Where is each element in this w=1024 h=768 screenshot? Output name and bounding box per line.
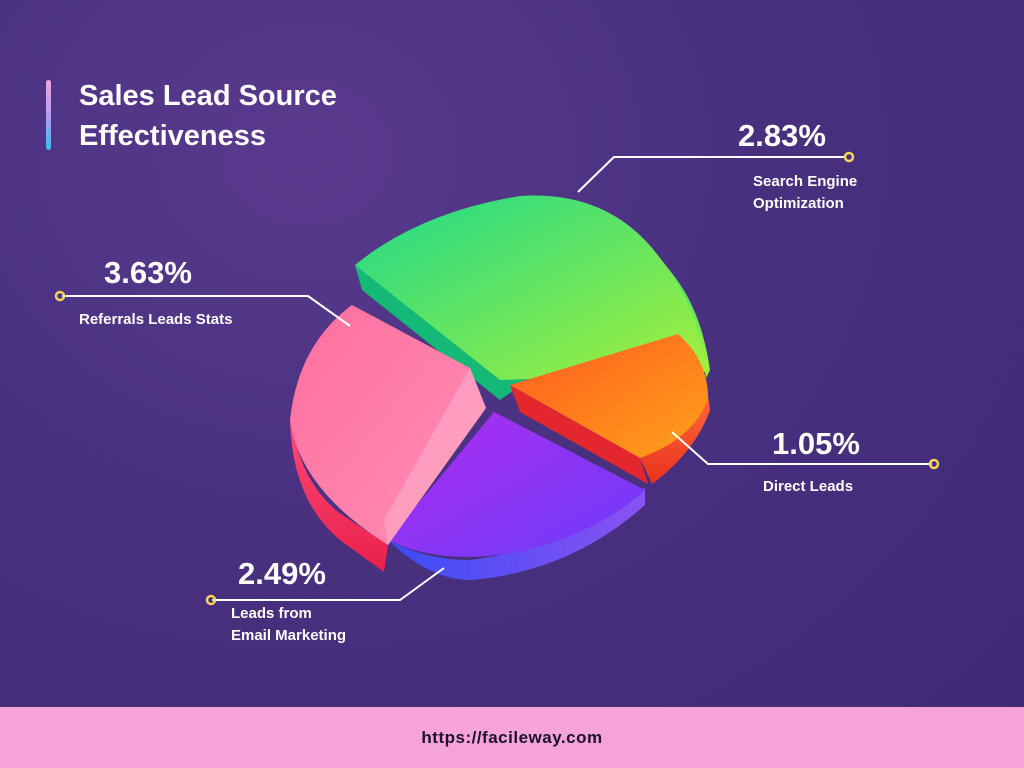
category-label-email-line1: Leads from (231, 605, 312, 622)
chart-title: Sales Lead Source Effectiveness (79, 76, 337, 156)
category-label-seo-line2: Optimization (753, 195, 844, 212)
value-label-seo: 2.83% (738, 118, 826, 153)
leader-line-seo (577, 156, 845, 193)
marker-referrals (54, 290, 66, 302)
category-label-seo: Search Engine Optimization (753, 171, 857, 215)
marker-direct (928, 458, 940, 470)
category-label-seo-line1: Search Engine (753, 173, 858, 190)
slice-seo (355, 195, 710, 400)
chart-title-line2: Effectiveness (79, 120, 266, 152)
value-label-referrals: 3.63% (104, 255, 192, 290)
title-accent-bar (46, 80, 51, 150)
slice-referrals-face (384, 368, 486, 545)
value-label-direct: 1.05% (772, 426, 860, 461)
chart-title-line1: Sales Lead Source (79, 80, 337, 112)
slice-direct-front (510, 385, 648, 484)
slice-direct (510, 334, 710, 484)
slice-referrals (290, 305, 486, 572)
category-label-referrals: Referrals Leads Stats (79, 311, 233, 328)
footer-url[interactable]: https://facileway.com (421, 727, 603, 747)
slice-referrals-side (290, 420, 388, 572)
pie-chart (54, 151, 940, 606)
leader-line-direct (671, 431, 932, 465)
slice-email (388, 412, 645, 580)
footer-bar: https://facileway.com (0, 707, 1024, 768)
leader-line-referrals (62, 295, 351, 327)
slice-email-side (388, 488, 645, 580)
slice-email-top (388, 412, 645, 557)
category-label-email-line2: Email Marketing (231, 627, 347, 644)
slice-seo-top (355, 195, 708, 380)
category-label-direct: Direct Leads (763, 478, 854, 495)
leader-line-email (212, 567, 445, 601)
slice-direct-top (510, 334, 708, 458)
marker-seo (843, 151, 855, 163)
slice-referrals-top (290, 305, 486, 545)
value-label-email: 2.49% (238, 556, 326, 591)
category-label-email: Leads from Email Marketing (231, 603, 346, 647)
marker-email (205, 594, 217, 606)
